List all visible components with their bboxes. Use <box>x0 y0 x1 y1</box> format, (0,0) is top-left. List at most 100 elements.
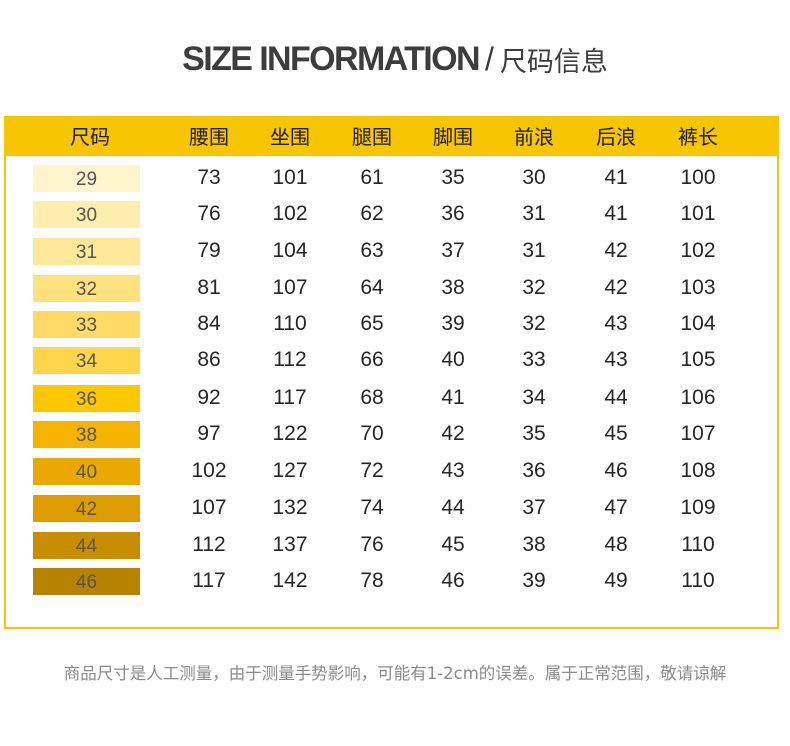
table-cell: 44 <box>604 386 628 409</box>
table-cell: 46 <box>441 569 465 592</box>
table-cell: 61 <box>360 166 384 189</box>
header-length: 裤长 <box>678 125 718 149</box>
header-waist: 腰围 <box>189 125 229 149</box>
table-cell: 92 <box>197 386 221 409</box>
table-cell: 43 <box>604 312 628 335</box>
table-cell: 43 <box>441 459 465 482</box>
table-cell: 30 <box>522 166 546 189</box>
title-english: SIZE INFORMATION <box>182 40 480 78</box>
table-cell: 37 <box>522 496 546 519</box>
table-cell: 39 <box>441 312 465 335</box>
table-header: 尺码 腰围 坐围 腿围 脚围 前浪 后浪 裤长 <box>4 116 779 156</box>
size-swatch: 29 <box>33 165 140 192</box>
table-cell: 97 <box>197 422 221 445</box>
table-cell: 38 <box>522 533 546 556</box>
table-cell: 79 <box>197 239 221 262</box>
table-cell: 49 <box>604 569 628 592</box>
table-row: 38 97 122 70 42 35 45 107 <box>0 420 790 448</box>
table-row: 44 112 137 76 45 38 48 110 <box>0 531 790 559</box>
table-cell: 108 <box>680 459 716 482</box>
table-cell: 117 <box>192 569 226 592</box>
header-leg-opening: 脚围 <box>433 125 473 149</box>
table-cell: 35 <box>522 422 546 445</box>
table-cell: 68 <box>360 386 384 409</box>
table-cell: 36 <box>522 459 546 482</box>
table-cell: 102 <box>191 459 227 482</box>
table-cell: 107 <box>272 276 308 299</box>
table-cell: 110 <box>681 533 715 556</box>
table-row: 30 76 102 62 36 31 41 101 <box>0 200 790 228</box>
table-cell: 76 <box>360 533 384 556</box>
table-row: 40 102 127 72 43 36 46 108 <box>0 457 790 485</box>
table-cell: 40 <box>441 348 465 371</box>
table-row: 36 92 117 68 41 34 44 106 <box>0 384 790 412</box>
table-row: 29 73 101 61 35 30 41 100 <box>0 164 790 192</box>
table-row: 31 79 104 63 37 31 42 102 <box>0 237 790 265</box>
table-cell: 102 <box>680 239 716 262</box>
table-cell: 62 <box>360 202 384 225</box>
table-cell: 142 <box>272 569 308 592</box>
table-cell: 106 <box>680 386 716 409</box>
table-cell: 43 <box>604 348 628 371</box>
measurement-note: 商品尺寸是人工测量，由于测量手势影响，可能有1-2cm的误差。属于正常范围，敬请… <box>63 664 727 683</box>
table-cell: 39 <box>522 569 546 592</box>
table-cell: 48 <box>604 533 628 556</box>
table-row: 42 107 132 74 44 37 47 109 <box>0 494 790 522</box>
table-cell: 41 <box>604 202 628 225</box>
table-row: 32 81 107 64 38 32 42 103 <box>0 274 790 302</box>
table-cell: 74 <box>360 496 384 519</box>
table-cell: 41 <box>441 386 465 409</box>
size-swatch: 42 <box>33 495 140 522</box>
size-swatch: 30 <box>33 201 140 228</box>
table-cell: 37 <box>441 239 465 262</box>
table-cell: 127 <box>272 459 308 482</box>
table-cell: 32 <box>522 312 546 335</box>
table-cell: 38 <box>441 276 465 299</box>
header-front-rise: 前浪 <box>514 125 554 149</box>
page-title: SIZE INFORMATION / 尺码信息 <box>0 40 790 79</box>
table-cell: 33 <box>522 348 546 371</box>
table-cell: 112 <box>192 533 226 556</box>
table-cell: 31 <box>522 239 546 262</box>
table-cell: 64 <box>360 276 384 299</box>
table-cell: 107 <box>191 496 227 519</box>
table-cell: 35 <box>441 166 465 189</box>
table-cell: 34 <box>522 386 546 409</box>
table-cell: 44 <box>441 496 465 519</box>
title-chinese: 尺码信息 <box>499 47 608 78</box>
table-cell: 36 <box>441 202 465 225</box>
table-cell: 42 <box>604 239 628 262</box>
table-cell: 112 <box>273 348 307 371</box>
size-swatch: 40 <box>33 458 140 485</box>
table-frame <box>4 116 779 629</box>
table-cell: 107 <box>680 422 716 445</box>
size-swatch: 36 <box>33 385 140 412</box>
table-cell: 109 <box>680 496 716 519</box>
table-cell: 47 <box>604 496 628 519</box>
size-swatch: 46 <box>33 568 140 595</box>
table-cell: 84 <box>197 312 221 335</box>
size-swatch: 38 <box>33 421 140 448</box>
table-cell: 110 <box>681 569 715 592</box>
table-cell: 104 <box>272 239 308 262</box>
table-cell: 102 <box>272 202 308 225</box>
size-swatch: 44 <box>33 532 140 559</box>
table-cell: 137 <box>272 533 308 556</box>
table-cell: 105 <box>680 348 716 371</box>
header-thigh: 腿围 <box>352 125 392 149</box>
table-cell: 45 <box>441 533 465 556</box>
table-cell: 122 <box>272 422 308 445</box>
header-hip: 坐围 <box>270 125 310 149</box>
table-row: 46 117 142 78 46 39 49 110 <box>0 567 790 595</box>
table-cell: 41 <box>604 166 628 189</box>
table-cell: 63 <box>360 239 384 262</box>
table-cell: 100 <box>680 166 716 189</box>
table-cell: 110 <box>273 312 307 335</box>
table-row: 34 86 112 66 40 33 43 105 <box>0 346 790 374</box>
table-cell: 81 <box>197 276 221 299</box>
table-cell: 103 <box>680 276 716 299</box>
table-cell: 65 <box>360 312 384 335</box>
header-back-rise: 后浪 <box>596 125 636 149</box>
table-cell: 32 <box>522 276 546 299</box>
table-cell: 101 <box>272 166 308 189</box>
